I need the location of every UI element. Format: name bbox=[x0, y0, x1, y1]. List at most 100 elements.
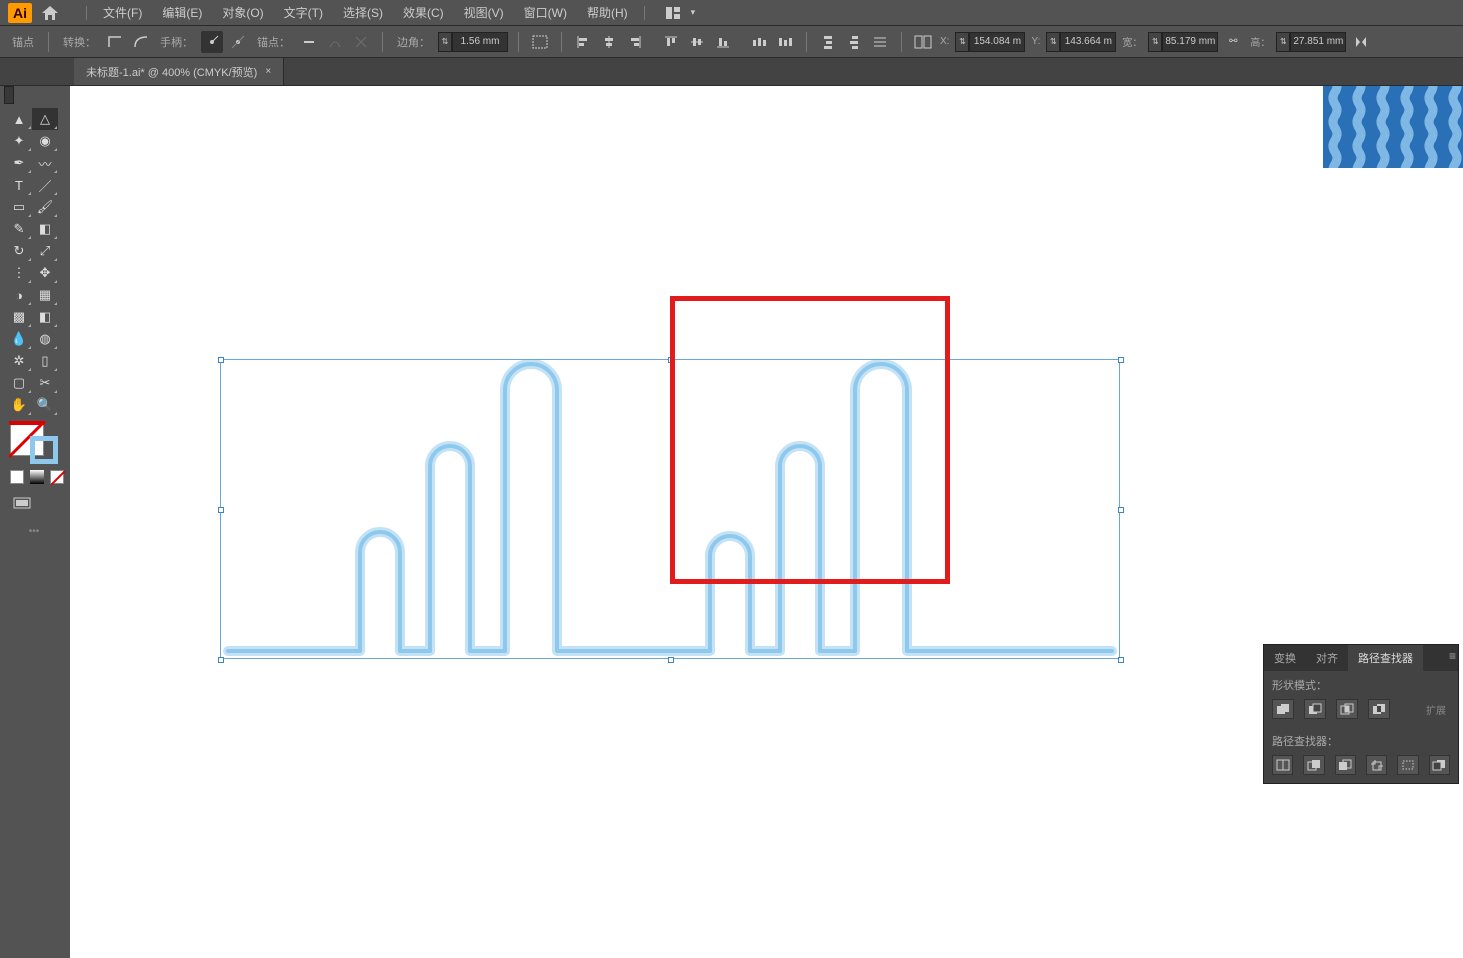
handle-hide-icon[interactable] bbox=[227, 31, 249, 53]
zoom-tool[interactable]: 🔍 bbox=[32, 394, 58, 416]
w-spinner[interactable]: ⇅ bbox=[1148, 32, 1218, 52]
perspective-tool[interactable]: ▦ bbox=[32, 284, 58, 306]
selection-handle[interactable] bbox=[218, 657, 224, 663]
align-vcenter-icon[interactable] bbox=[686, 31, 708, 53]
lasso-tool[interactable]: ◉ bbox=[32, 130, 58, 152]
selection-handle[interactable] bbox=[668, 357, 674, 363]
trim-icon[interactable] bbox=[1303, 755, 1324, 775]
merge-icon[interactable] bbox=[1335, 755, 1356, 775]
dist-h2-icon[interactable] bbox=[774, 31, 796, 53]
menu-item[interactable]: 窗口(W) bbox=[514, 4, 577, 21]
cut-path-icon[interactable] bbox=[350, 31, 372, 53]
convert-corner-icon[interactable] bbox=[104, 31, 126, 53]
minus-front-icon[interactable] bbox=[1304, 699, 1326, 719]
mesh-tool[interactable]: ▩ bbox=[6, 306, 32, 328]
selection-handle[interactable] bbox=[218, 507, 224, 513]
pen-tool[interactable]: ✒ bbox=[6, 152, 32, 174]
minus-back-icon[interactable] bbox=[1429, 755, 1450, 775]
panel-tab[interactable]: 变换 bbox=[1264, 645, 1306, 671]
dist-v1-icon[interactable] bbox=[817, 31, 839, 53]
remove-anchor-icon[interactable] bbox=[298, 31, 320, 53]
panel-tab[interactable]: 对齐 bbox=[1306, 645, 1348, 671]
outline-icon[interactable] bbox=[1397, 755, 1418, 775]
home-icon[interactable] bbox=[40, 3, 60, 23]
line-tool[interactable]: ／ bbox=[32, 174, 58, 196]
connect-anchor-icon[interactable] bbox=[324, 31, 346, 53]
tab-close-icon[interactable]: × bbox=[265, 66, 271, 77]
type-tool[interactable]: T bbox=[6, 174, 32, 196]
menu-item[interactable]: 帮助(H) bbox=[577, 4, 638, 21]
menu-item[interactable]: 选择(S) bbox=[333, 4, 393, 21]
isolate-icon[interactable] bbox=[529, 31, 551, 53]
corner-spinner[interactable]: ⇅ bbox=[438, 32, 508, 52]
x-input[interactable] bbox=[969, 32, 1025, 52]
free-transform-tool[interactable]: ✥ bbox=[32, 262, 58, 284]
blend-tool[interactable]: ◍ bbox=[32, 328, 58, 350]
document-tab[interactable]: 未标题-1.ai* @ 400% (CMYK/预览) × bbox=[74, 58, 284, 85]
eyedropper-tool[interactable]: 💧 bbox=[6, 328, 32, 350]
h-spinner[interactable]: ⇅ bbox=[1276, 32, 1346, 52]
selection-tool[interactable]: ▲ bbox=[6, 108, 32, 130]
rotate-tool[interactable]: ↻ bbox=[6, 240, 32, 262]
eraser-tool[interactable]: ◧ bbox=[32, 218, 58, 240]
selection-handle[interactable] bbox=[668, 657, 674, 663]
align-bottom-icon[interactable] bbox=[712, 31, 734, 53]
h-input[interactable] bbox=[1290, 32, 1346, 52]
magic-wand-tool[interactable]: ✦ bbox=[6, 130, 32, 152]
align-hcenter-icon[interactable] bbox=[598, 31, 620, 53]
menu-item[interactable]: 文字(T) bbox=[274, 4, 333, 21]
color-mode-swatches[interactable] bbox=[6, 470, 68, 484]
handle-show-icon[interactable] bbox=[201, 31, 223, 53]
canvas[interactable] bbox=[70, 86, 1463, 958]
transform-panel-icon[interactable] bbox=[912, 31, 934, 53]
panel-tab[interactable]: 路径查找器 bbox=[1348, 645, 1423, 671]
dist-h1-icon[interactable] bbox=[748, 31, 770, 53]
shape-builder-tool[interactable]: ◑ bbox=[6, 284, 32, 306]
workspace-icon[interactable] bbox=[663, 2, 685, 24]
y-spinner[interactable]: ⇅ bbox=[1046, 32, 1116, 52]
column-graph-tool[interactable]: ▯ bbox=[32, 350, 58, 372]
menu-item[interactable]: 视图(V) bbox=[454, 4, 514, 21]
align-right-icon[interactable] bbox=[624, 31, 646, 53]
menu-item[interactable]: 文件(F) bbox=[93, 4, 152, 21]
link-wh-icon[interactable]: ⚯ bbox=[1222, 31, 1244, 53]
collapsed-panel-handle[interactable] bbox=[4, 86, 14, 104]
pencil-tool[interactable]: ✎ bbox=[6, 218, 32, 240]
slice-tool[interactable]: ✂ bbox=[32, 372, 58, 394]
direct-selection-tool[interactable]: △ bbox=[32, 108, 58, 130]
width-tool[interactable]: ⋮ bbox=[6, 262, 32, 284]
paintbrush-tool[interactable]: 🖌 bbox=[32, 196, 58, 218]
dist-v2-icon[interactable] bbox=[843, 31, 865, 53]
intersect-icon[interactable] bbox=[1336, 699, 1358, 719]
scale-tool[interactable]: ⤢ bbox=[32, 240, 58, 262]
dist-v3-icon[interactable] bbox=[869, 31, 891, 53]
toolbox-more-icon[interactable]: ••• bbox=[6, 522, 62, 541]
gradient-tool[interactable]: ◧ bbox=[32, 306, 58, 328]
screen-mode-icon[interactable] bbox=[10, 494, 34, 512]
divide-icon[interactable] bbox=[1272, 755, 1293, 775]
x-spinner[interactable]: ⇅ bbox=[955, 32, 1025, 52]
panel-menu-icon[interactable]: ≡ bbox=[1449, 649, 1456, 663]
y-input[interactable] bbox=[1060, 32, 1116, 52]
flip-h-icon[interactable] bbox=[1350, 31, 1372, 53]
selection-handle[interactable] bbox=[1118, 357, 1124, 363]
rectangle-tool[interactable]: ▭ bbox=[6, 196, 32, 218]
fill-stroke-swatch[interactable] bbox=[10, 422, 58, 464]
align-left-icon[interactable] bbox=[572, 31, 594, 53]
curvature-tool[interactable]: 〰 bbox=[32, 152, 58, 174]
selection-handle[interactable] bbox=[1118, 657, 1124, 663]
exclude-icon[interactable] bbox=[1368, 699, 1390, 719]
unite-icon[interactable] bbox=[1272, 699, 1294, 719]
menu-item[interactable]: 对象(O) bbox=[212, 4, 273, 21]
w-input[interactable] bbox=[1162, 32, 1218, 52]
selection-handle[interactable] bbox=[1118, 507, 1124, 513]
crop-icon[interactable] bbox=[1366, 755, 1387, 775]
menu-item[interactable]: 编辑(E) bbox=[152, 4, 212, 21]
menu-item[interactable]: 效果(C) bbox=[393, 4, 454, 21]
corner-input[interactable] bbox=[452, 32, 508, 52]
hand-tool[interactable]: ✋ bbox=[6, 394, 32, 416]
artboard-tool[interactable]: ▢ bbox=[6, 372, 32, 394]
selection-handle[interactable] bbox=[218, 357, 224, 363]
symbol-sprayer-tool[interactable]: ✲ bbox=[6, 350, 32, 372]
align-top-icon[interactable] bbox=[660, 31, 682, 53]
